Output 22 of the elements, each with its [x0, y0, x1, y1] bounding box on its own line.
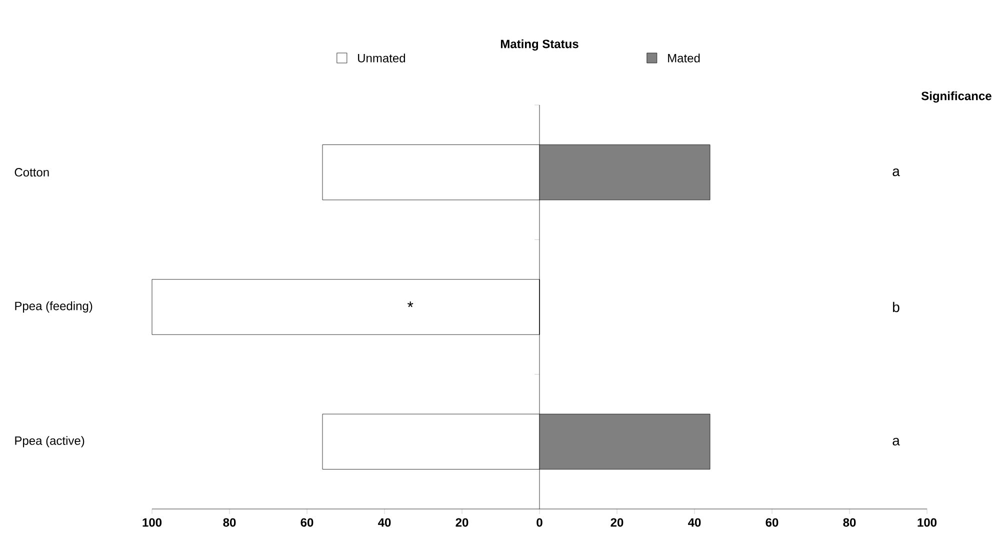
x-tick-label: 80: [223, 518, 236, 527]
annotation: a: [892, 438, 900, 446]
chart-title: Mating Status: [500, 39, 578, 51]
legend-label: Unmated: [358, 54, 406, 62]
y-tick-label: Cotton: [14, 168, 49, 177]
annotation: b: [893, 302, 900, 312]
y-tick-label: Ppea (feeding): [15, 301, 92, 313]
x-tick-label: 60: [766, 518, 778, 527]
x-tick-label: 100: [918, 518, 937, 527]
annotation: a: [892, 168, 900, 176]
text: Significance: [921, 91, 992, 103]
x-tick-label: 60: [300, 518, 314, 527]
legend-label: Mated: [668, 54, 700, 62]
y-tick-label: Ppea (active): [15, 436, 84, 448]
x-tick-label: 100: [142, 518, 162, 527]
x-tick-label: 40: [688, 518, 701, 527]
x-tick-label: 20: [610, 518, 624, 527]
x-tick-label: 40: [378, 518, 391, 527]
x-tick-label: 20: [456, 518, 468, 527]
annotation: *: [407, 301, 414, 308]
x-tick-label: 0: [536, 518, 542, 527]
x-tick-label: 80: [843, 518, 856, 527]
